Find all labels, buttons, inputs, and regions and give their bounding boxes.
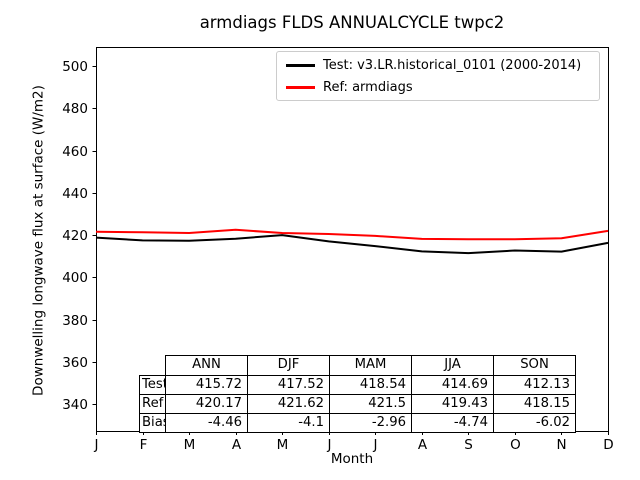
table-value-cell: 420.17 <box>165 393 248 415</box>
x-tick-label: D <box>603 437 613 453</box>
table-value-cell: 414.69 <box>411 374 494 395</box>
y-tick-label: 440 <box>62 186 88 202</box>
x-tick-label: O <box>510 437 521 453</box>
table-header-cell: JJA <box>411 355 494 376</box>
table-value-cell: 415.72 <box>165 374 248 395</box>
y-tick-label: 380 <box>62 313 88 329</box>
table-row-label: Bias <box>139 413 166 434</box>
x-tick-label: M <box>277 437 289 453</box>
ref-series-line <box>95 228 609 241</box>
x-tick-label: A <box>418 437 428 453</box>
table-value-cell: 418.15 <box>493 393 576 415</box>
ref-line-swatch <box>286 85 315 89</box>
table-value-cell: -4.74 <box>411 413 494 434</box>
x-tick-label: M <box>184 437 196 453</box>
y-tick-label: 420 <box>62 228 88 244</box>
table-header-cell: ANN <box>165 355 248 376</box>
table-row-label: Test <box>139 374 166 395</box>
table-value-cell: -4.46 <box>165 413 248 434</box>
table-value-cell: -4.1 <box>247 413 330 434</box>
table-header-cell: SON <box>493 355 576 376</box>
x-tick-label: J <box>94 437 99 453</box>
table-value-cell: -2.96 <box>329 413 412 434</box>
legend: Test: v3.LR.historical_0101 (2000-2014) … <box>276 51 600 101</box>
y-tick-label: 500 <box>62 59 88 75</box>
x-tick-label: J <box>373 437 378 453</box>
x-tick-label: A <box>232 437 242 453</box>
x-tick-label: S <box>464 437 473 453</box>
legend-item-ref: Ref: armdiags <box>277 78 599 97</box>
table-value-cell: 421.62 <box>247 393 330 415</box>
x-tick-label: J <box>327 437 332 453</box>
x-axis-label: Month <box>330 451 374 467</box>
legend-item-test: Test: v3.LR.historical_0101 (2000-2014) <box>277 56 599 75</box>
table-value-cell: 417.52 <box>247 374 330 395</box>
x-tick-label: N <box>556 437 566 453</box>
x-tick-label: F <box>140 437 148 453</box>
table-header-cell: DJF <box>247 355 330 376</box>
y-tick-label: 340 <box>62 397 88 413</box>
y-tick-label: 480 <box>62 101 88 117</box>
test-line-swatch <box>286 63 315 67</box>
table-row-label: Ref <box>139 393 166 415</box>
table-value-cell: -6.02 <box>493 413 576 434</box>
table-value-cell: 418.54 <box>329 374 412 395</box>
table-header-cell: MAM <box>329 355 412 376</box>
legend-label-test: Test: v3.LR.historical_0101 (2000-2014) <box>323 57 582 73</box>
table-value-cell: 412.13 <box>493 374 576 395</box>
table-value-cell: 419.43 <box>411 393 494 415</box>
y-tick-label: 400 <box>62 270 88 286</box>
y-tick-label: 360 <box>62 355 88 371</box>
chart-title: armdiags FLDS ANNUALCYCLE twpc2 <box>199 13 505 32</box>
legend-label-ref: Ref: armdiags <box>323 79 413 95</box>
test-series-line <box>95 234 609 255</box>
y-tick-label: 460 <box>62 144 88 160</box>
table-value-cell: 421.5 <box>329 393 412 415</box>
